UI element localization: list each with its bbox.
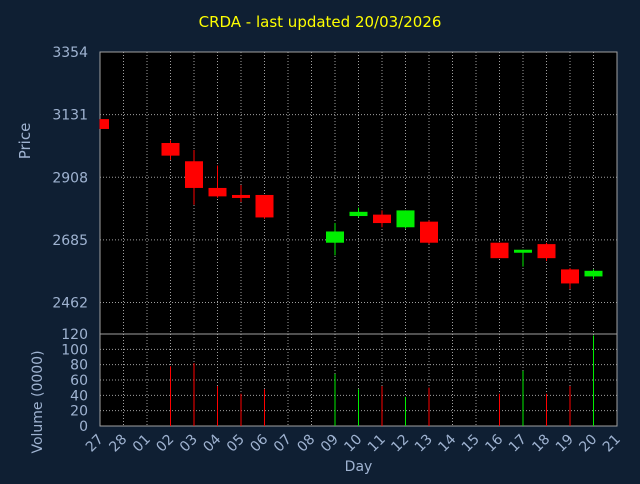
x-tick-label: 12 bbox=[388, 432, 412, 456]
x-tick-label: 01 bbox=[130, 432, 154, 456]
candle-body bbox=[584, 270, 603, 277]
price-axis-title: Price bbox=[16, 123, 34, 160]
x-tick-label: 14 bbox=[435, 431, 459, 455]
x-tick-label: 17 bbox=[506, 432, 530, 456]
volume-tick-label: 60 bbox=[70, 373, 88, 389]
x-axis-title: Day bbox=[345, 459, 373, 475]
x-tick-label: 06 bbox=[247, 431, 271, 455]
candle-body bbox=[232, 194, 250, 198]
candle-body bbox=[349, 211, 368, 217]
x-tick-label: 13 bbox=[412, 432, 436, 456]
candle-body bbox=[514, 249, 532, 253]
candle-body bbox=[490, 242, 509, 259]
x-tick-label: 18 bbox=[529, 432, 553, 456]
x-tick-label: 16 bbox=[482, 431, 506, 455]
candle-body bbox=[100, 119, 109, 129]
x-tick-label: 03 bbox=[177, 432, 201, 456]
candle-body bbox=[537, 244, 556, 259]
candle-body bbox=[373, 214, 391, 224]
price-tick-label: 2908 bbox=[52, 170, 88, 186]
x-tick-label: 08 bbox=[294, 432, 318, 456]
volume-axis-title: Volume (0000) bbox=[30, 350, 46, 453]
candle-body bbox=[326, 231, 344, 243]
x-tick-label: 20 bbox=[576, 432, 600, 456]
x-tick-label: 21 bbox=[600, 432, 624, 456]
price-tick-label: 2462 bbox=[52, 296, 88, 312]
x-tick-label: 09 bbox=[318, 432, 342, 456]
x-tick-label: 15 bbox=[459, 432, 483, 456]
x-tick-label: 10 bbox=[341, 432, 365, 456]
x-tick-label: 02 bbox=[153, 432, 177, 456]
x-tick-label: 07 bbox=[271, 432, 295, 456]
volume-tick-label: 120 bbox=[61, 327, 88, 343]
volume-tick-label: 20 bbox=[70, 404, 88, 420]
volume-tick-label: 80 bbox=[70, 358, 88, 374]
candle-body bbox=[420, 221, 438, 243]
x-tick-label: 11 bbox=[365, 432, 389, 456]
candle-body bbox=[185, 161, 203, 188]
candle-body bbox=[255, 194, 274, 218]
volume-tick-label: 0 bbox=[79, 419, 88, 435]
price-tick-label: 3354 bbox=[52, 45, 88, 61]
x-tick-label: 28 bbox=[106, 432, 130, 456]
candle-body bbox=[396, 210, 415, 228]
x-tick-label: 04 bbox=[200, 431, 224, 455]
candle-body bbox=[561, 269, 579, 284]
x-tick-label: 27 bbox=[83, 432, 107, 456]
chart-title: CRDA - last updated 20/03/2026 bbox=[198, 13, 442, 31]
price-tick-label: 2685 bbox=[52, 233, 88, 249]
price-tick-label: 3131 bbox=[52, 108, 88, 124]
x-tick-label: 19 bbox=[553, 432, 577, 456]
x-tick-label: 05 bbox=[224, 432, 248, 456]
candle-body bbox=[161, 143, 180, 156]
volume-tick-label: 100 bbox=[61, 342, 88, 358]
candle-body bbox=[208, 187, 227, 197]
volume-tick-label: 40 bbox=[70, 388, 88, 404]
